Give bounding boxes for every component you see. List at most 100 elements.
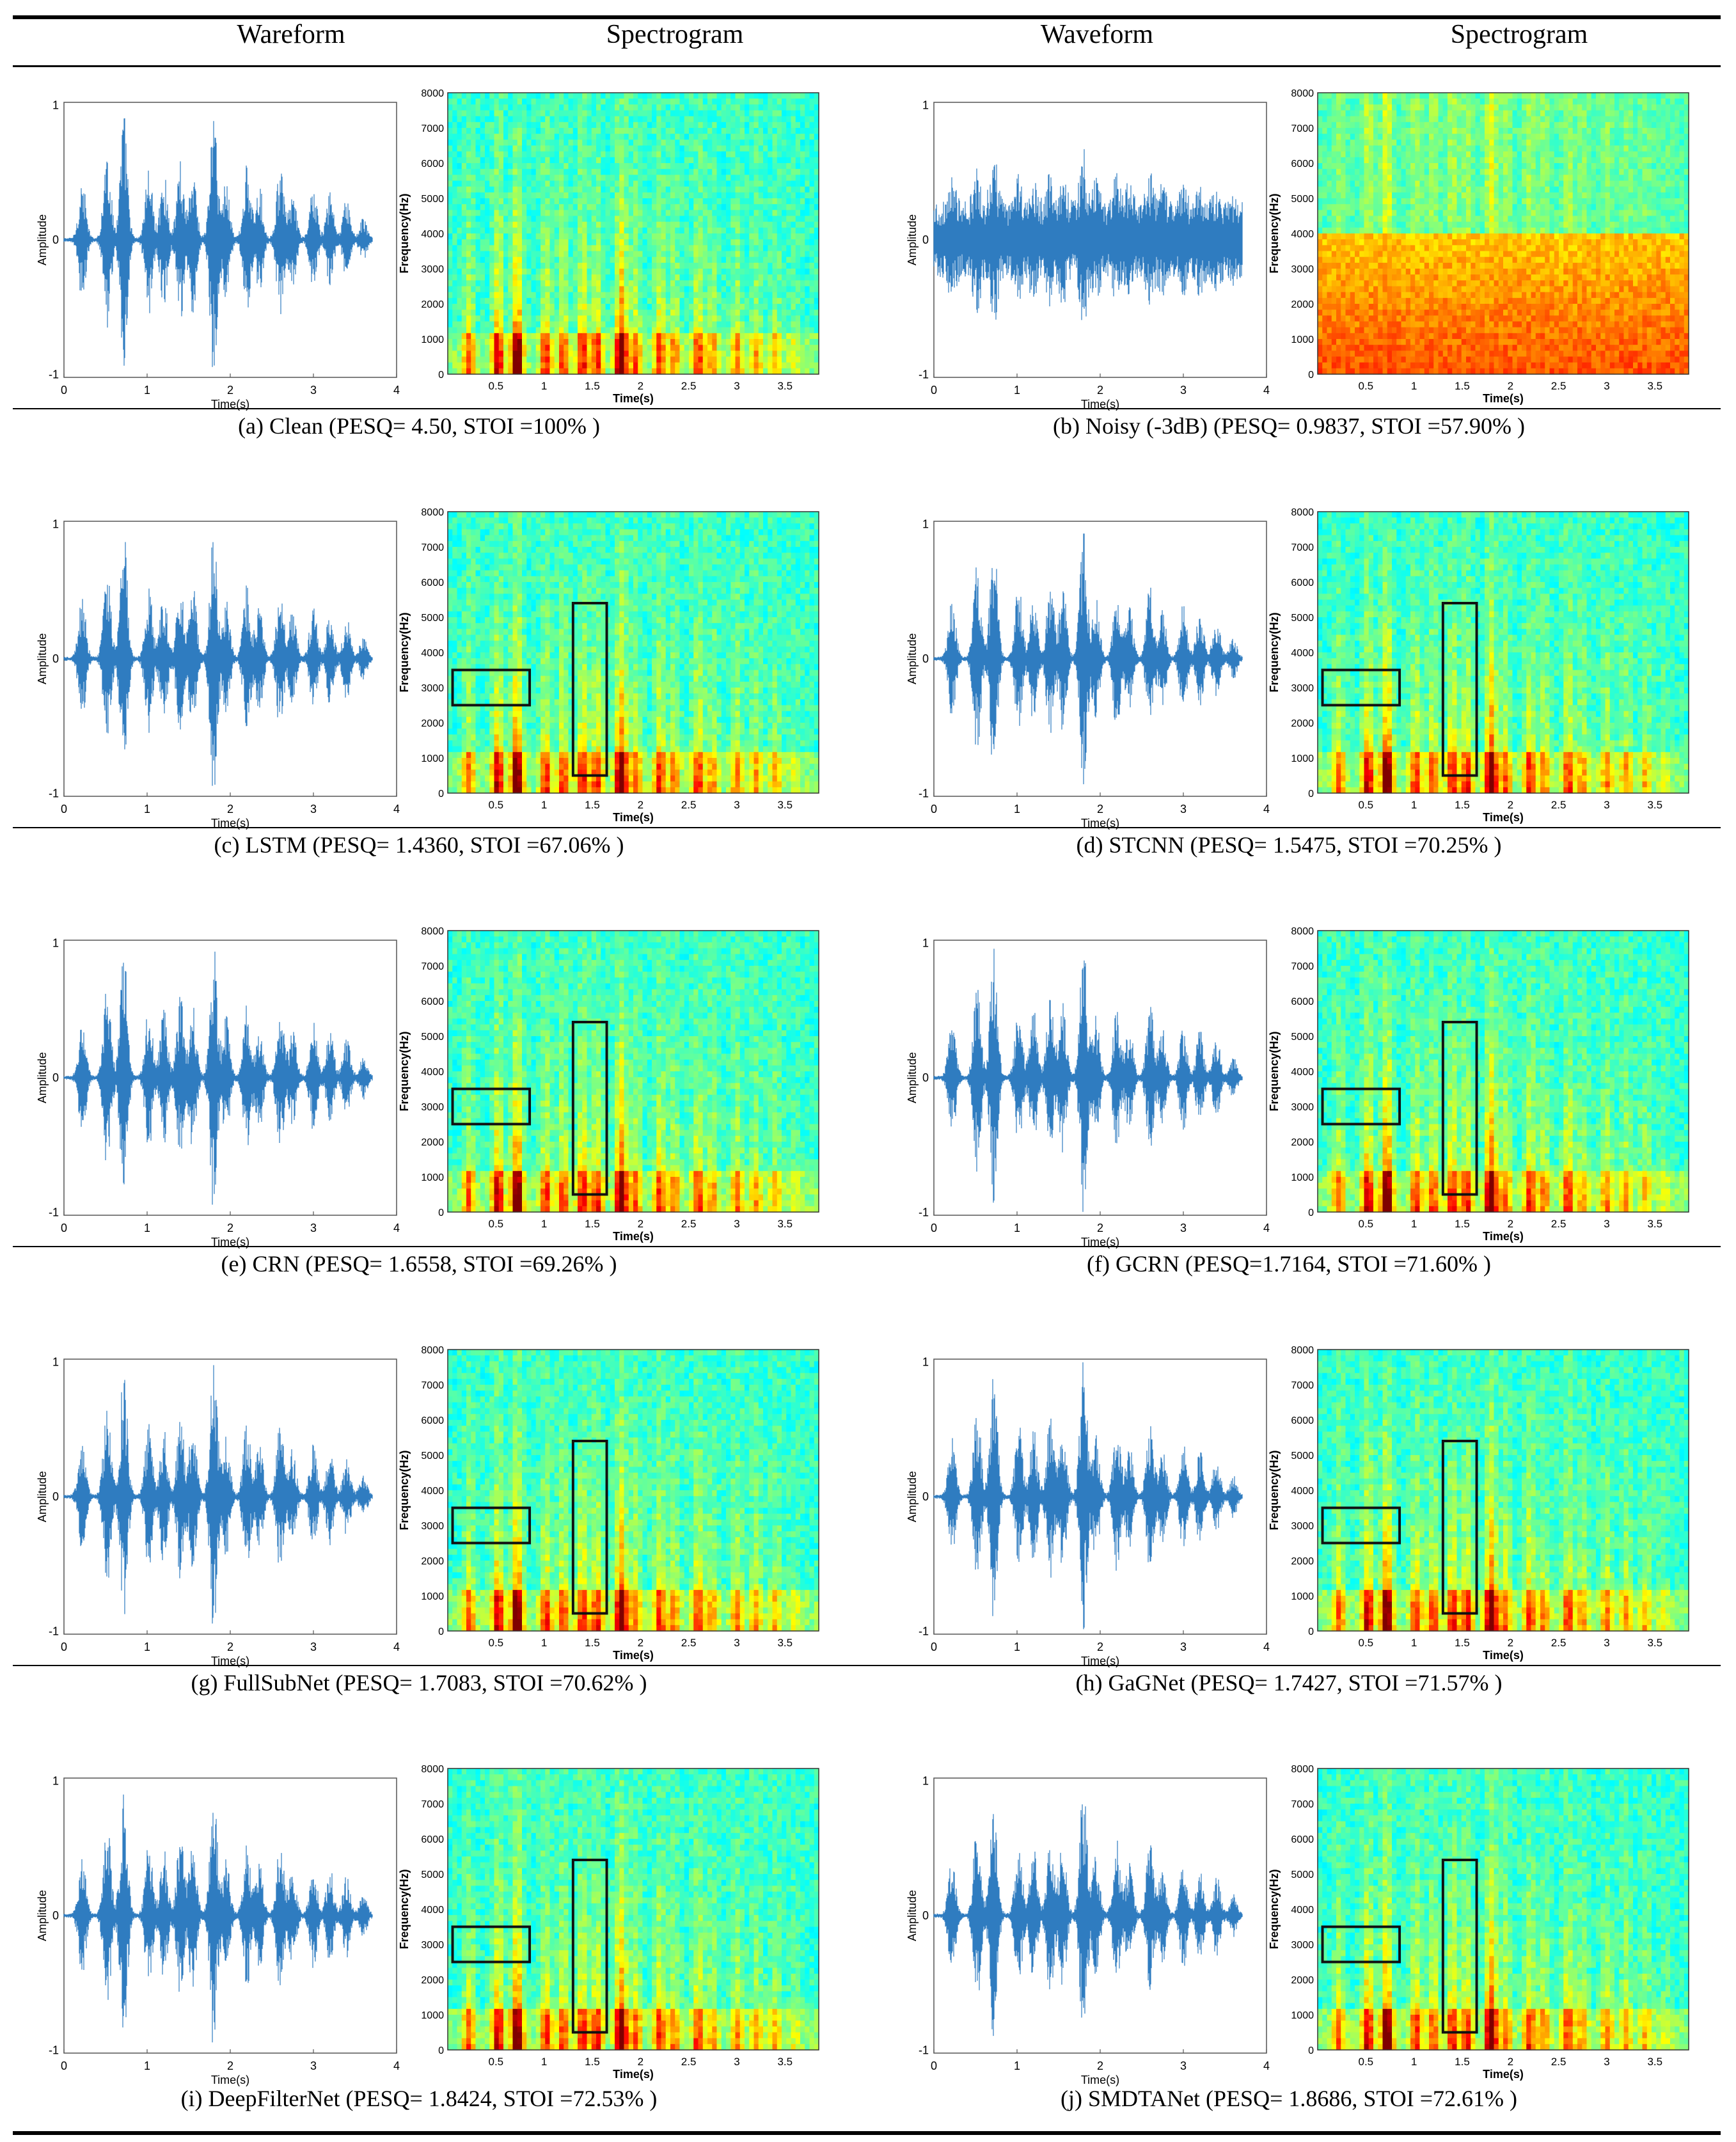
spectrogram-cell <box>628 93 634 99</box>
spectrogram-cell <box>508 175 514 182</box>
spectrogram-cell <box>814 186 819 193</box>
spectrogram-cell <box>768 321 773 328</box>
spectrogram-cell <box>805 93 810 99</box>
spectrogram-cell <box>786 262 792 269</box>
spectrogram-cell <box>638 327 643 334</box>
spectrogram-cell <box>689 110 694 117</box>
spectrogram-cell <box>517 163 523 169</box>
spectrogram-cell <box>596 116 601 123</box>
spectrogram-cell <box>758 163 764 169</box>
spectrogram-cell <box>559 98 564 105</box>
spectrogram-cell <box>610 356 615 363</box>
spectrogram-cell <box>670 169 675 175</box>
spectrogram-cell <box>605 239 611 246</box>
spectrogram-cell <box>726 310 731 316</box>
spectrogram-cell <box>526 175 532 182</box>
spectrogram-cell <box>559 186 564 193</box>
spectrogram-cell <box>480 321 485 328</box>
spectrogram-cell <box>679 262 685 269</box>
spectrogram-cell <box>739 368 745 375</box>
spectrogram-cell <box>1405 216 1411 223</box>
spectrogram-cell <box>633 239 638 246</box>
spectrogram-cell <box>582 310 588 316</box>
spectrogram-cell <box>452 128 458 134</box>
spectrogram-cell <box>596 175 601 182</box>
spectrogram-cell <box>591 297 597 304</box>
spectrogram-cell <box>670 204 675 210</box>
spectrogram-cell <box>564 310 569 316</box>
spectrogram-cell <box>656 145 662 152</box>
spectrogram-cell <box>522 198 527 205</box>
spectrogram-cell <box>805 269 810 275</box>
spectrogram-cell <box>1359 292 1365 299</box>
spectrogram-cell <box>489 186 495 193</box>
spectrogram-cell <box>461 362 467 369</box>
spectrogram-cell <box>684 180 690 187</box>
spectrogram-cell <box>531 116 537 123</box>
spectrogram-cell <box>615 98 620 105</box>
spectrogram-cell <box>619 274 625 281</box>
spectrogram-cell <box>1405 233 1411 240</box>
spectrogram-cell <box>541 227 546 234</box>
spectrogram-cell <box>582 116 588 123</box>
spectrogram-cell <box>578 315 583 322</box>
spectrogram-cell <box>1318 122 1323 129</box>
spectrogram-cell <box>712 321 718 328</box>
spectrogram-cell <box>572 321 578 328</box>
spectrogram-cell <box>596 204 601 210</box>
spectrogram-cell <box>489 262 495 269</box>
spectrogram-cell <box>679 274 685 281</box>
spectrogram-cell <box>739 350 745 358</box>
spectrogram-cell <box>1336 128 1341 134</box>
spectrogram-cell <box>1318 139 1323 146</box>
spectrogram-cell <box>1322 280 1328 287</box>
spectrogram-cell <box>805 221 810 228</box>
spec-ytick-label: 1000 <box>421 335 444 345</box>
spectrogram-cell <box>730 134 736 140</box>
spectrogram-cell <box>782 251 787 258</box>
spectrogram-cell <box>707 251 713 258</box>
spectrogram-cell <box>549 333 555 340</box>
spectrogram-cell <box>591 163 597 169</box>
spectrogram-cell <box>772 280 778 287</box>
spectrogram-cell <box>531 175 537 182</box>
spectrogram-cell <box>684 93 690 99</box>
spectrogram-image <box>448 93 819 375</box>
spectrogram-cell <box>786 98 792 105</box>
spectrogram-cell <box>605 104 611 111</box>
spectrogram-cell <box>768 151 773 158</box>
spectrogram-cell <box>795 186 801 193</box>
spectrogram-cell <box>1322 204 1328 210</box>
spectrogram-cell <box>786 145 792 152</box>
spectrogram-cell <box>675 239 681 246</box>
spectrogram-cell <box>1341 345 1346 351</box>
spectrogram-cell <box>601 356 606 363</box>
spectrogram-cell <box>587 362 592 369</box>
spectrogram-cell <box>471 333 477 340</box>
spectrogram-cell <box>661 256 667 264</box>
spectrogram-cell <box>549 151 555 158</box>
spectrogram-cell <box>749 169 755 175</box>
spectrogram-cell <box>721 104 727 111</box>
spectrogram-cell <box>582 227 588 234</box>
spectrogram-cell <box>489 175 495 182</box>
spectrogram-cell <box>489 145 495 152</box>
spectrogram-cell <box>647 204 652 210</box>
spectrogram-cell <box>754 216 759 223</box>
spectrogram-cell <box>1373 151 1378 158</box>
spectrogram-cell <box>702 297 708 304</box>
spectrogram-cell <box>610 315 615 322</box>
spectrogram-cell <box>582 256 588 264</box>
spectrogram-cell <box>1318 157 1323 164</box>
spectrogram-cell <box>494 274 500 281</box>
spectrogram-cell <box>549 210 555 217</box>
spectrogram-cell <box>633 315 638 322</box>
spectrogram-cell <box>716 321 722 328</box>
spectrogram-cell <box>814 251 819 258</box>
spectrogram-cell <box>596 310 601 316</box>
spectrogram-cell <box>716 368 722 375</box>
spectrogram-cell <box>522 192 527 199</box>
spectrogram-cell <box>1419 227 1425 234</box>
spectrogram-cell <box>498 186 504 193</box>
